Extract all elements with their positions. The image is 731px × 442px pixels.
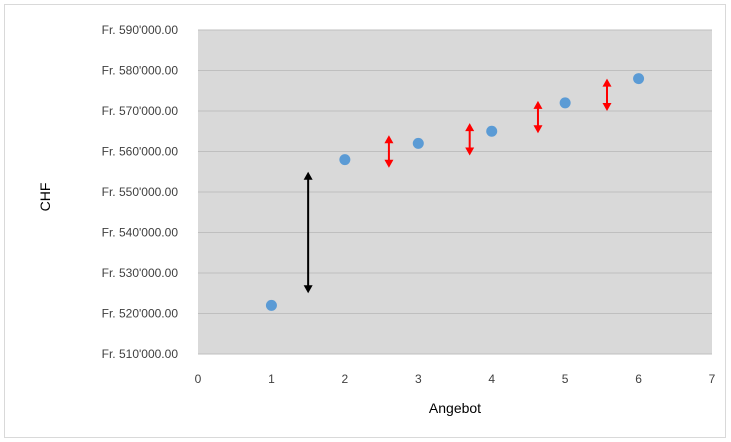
x-tick-label-4: 4 — [488, 372, 495, 386]
double-arrow-4 — [602, 78, 612, 111]
arrow-head-down — [465, 147, 475, 156]
y-tick-label-5: Fr. 560'000.00 — [102, 145, 179, 159]
y-tick-label-4: Fr. 550'000.00 — [102, 185, 179, 199]
y-tick-label-1: Fr. 520'000.00 — [102, 307, 179, 321]
arrow-head-up — [384, 135, 394, 144]
x-axis-ticks: 0 1 2 3 4 5 6 7 — [195, 372, 716, 386]
y-tick-label-7: Fr. 580'000.00 — [102, 64, 179, 78]
y-tick-label-2: Fr. 530'000.00 — [102, 266, 179, 280]
double-arrow-3 — [533, 100, 543, 134]
x-tick-label-2: 2 — [342, 372, 349, 386]
y-tick-label-8: Fr. 590'000.00 — [102, 23, 179, 37]
arrow-head-down — [303, 285, 313, 294]
double-arrow-0 — [303, 171, 313, 294]
x-axis-title: Angebot — [429, 400, 481, 416]
y-axis-title: CHF — [37, 183, 53, 212]
x-tick-label-5: 5 — [562, 372, 569, 386]
x-tick-label-3: 3 — [415, 372, 422, 386]
data-points — [265, 73, 645, 311]
arrow-head-down — [602, 103, 612, 111]
y-axis-ticks: Fr. 510'000.00 Fr. 520'000.00 Fr. 530'000.… — [102, 23, 179, 361]
x-tick-label-6: 6 — [635, 372, 642, 386]
data-point-6 — [633, 73, 645, 85]
x-tick-label-7: 7 — [709, 372, 716, 386]
y-tick-label-0: Fr. 510'000.00 — [102, 347, 179, 361]
data-point-2 — [339, 154, 351, 166]
double-arrow-1 — [384, 135, 394, 168]
y-tick-label-3: Fr. 540'000.00 — [102, 226, 179, 240]
arrow-head-up — [533, 100, 543, 109]
gridlines — [198, 29, 712, 355]
x-tick-label-1: 1 — [268, 372, 275, 386]
x-tick-label-0: 0 — [195, 372, 202, 386]
arrow-head-up — [602, 78, 612, 87]
annotation-arrows — [303, 78, 612, 294]
y-tick-label-6: Fr. 570'000.00 — [102, 104, 179, 118]
data-point-1 — [265, 299, 277, 311]
double-arrow-2 — [465, 123, 475, 156]
arrow-head-up — [465, 123, 475, 132]
arrow-head-down — [533, 125, 543, 134]
data-point-4 — [486, 125, 498, 137]
data-point-5 — [559, 97, 571, 109]
data-point-3 — [412, 137, 424, 149]
arrow-head-up — [303, 171, 313, 180]
arrow-head-down — [384, 159, 394, 168]
